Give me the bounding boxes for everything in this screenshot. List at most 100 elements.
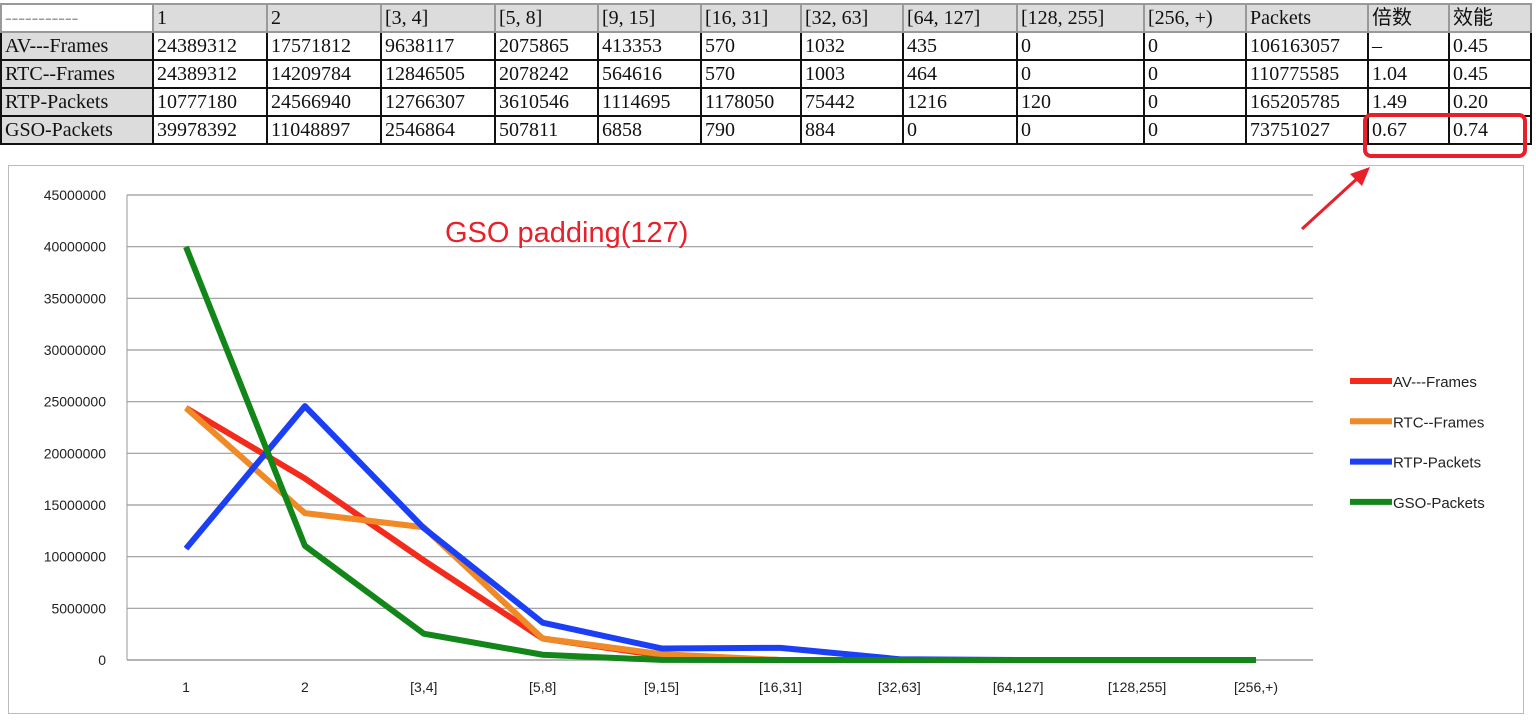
x-tick-label: [9,15] — [644, 679, 679, 695]
table-cell: 0 — [902, 115, 1018, 145]
table-cell: 24566940 — [266, 87, 382, 117]
table-cell: 435 — [902, 31, 1018, 61]
column-header: 2 — [266, 3, 382, 33]
x-tick-label: [3,4] — [410, 679, 437, 695]
highlight-box — [1363, 113, 1527, 158]
annotation-text: GSO padding(127) — [445, 217, 688, 249]
data-point — [185, 246, 187, 248]
table-cell: 1.04 — [1367, 59, 1450, 89]
series-line-rtp-packets — [183, 403, 1257, 663]
data-point — [542, 638, 544, 640]
arrow-icon — [1300, 174, 1362, 231]
table-cell: – — [1367, 31, 1450, 61]
y-tick-label: 15000000 — [44, 497, 107, 513]
table-cell: 17571812 — [266, 31, 382, 61]
table-row: GSO-Packets 39978392 11048897 2546864 507811… — [0, 115, 1532, 145]
table-cell: 73751027 — [1245, 115, 1369, 145]
column-header: [64, 127] — [902, 3, 1018, 33]
table-cell: 0 — [1143, 31, 1247, 61]
table-cell: 0.45 — [1448, 31, 1532, 61]
data-point — [1255, 659, 1257, 661]
table-cell: 1032 — [800, 31, 904, 61]
column-header: 1 — [152, 3, 268, 33]
table-cell: 39978392 — [152, 115, 268, 145]
data-point — [1136, 659, 1138, 661]
table-cell: 790 — [700, 115, 802, 145]
data-point — [423, 633, 425, 635]
column-header: [128, 255] — [1016, 3, 1145, 33]
table-cell: 110775585 — [1245, 59, 1369, 89]
row-label: RTP-Packets — [0, 87, 154, 117]
table-cell: 884 — [800, 115, 904, 145]
table-row: AV---Frames 24389312 17571812 9638117 207586… — [0, 31, 1532, 61]
column-header: Packets — [1245, 3, 1369, 33]
x-tick-label: [128,255] — [1108, 679, 1166, 695]
table-cell: 0 — [1143, 115, 1247, 145]
table-cell: 0 — [1016, 59, 1145, 89]
corner-cell: ----------- — [0, 3, 154, 33]
table-cell: 0.45 — [1448, 59, 1532, 89]
data-point — [661, 659, 663, 661]
column-header: [5, 8] — [494, 3, 599, 33]
table-cell: 0 — [1143, 87, 1247, 117]
table-cell: 0.20 — [1448, 87, 1532, 117]
table-cell: 9638117 — [380, 31, 496, 61]
legend-label: AV---Frames — [1393, 374, 1477, 391]
table-cell: 6858 — [597, 115, 702, 145]
series-line-gso-packets — [183, 245, 1256, 663]
x-tick-label: [256,+) — [1234, 679, 1278, 695]
table-cell: 0 — [1143, 59, 1247, 89]
table-cell: 0 — [1016, 31, 1145, 61]
column-header: [9, 15] — [597, 3, 702, 33]
table-cell: 3610546 — [494, 87, 599, 117]
y-tick-label: 10000000 — [44, 549, 107, 565]
column-header: [16, 31] — [700, 3, 802, 33]
y-tick-label: 40000000 — [44, 239, 107, 255]
row-label: AV---Frames — [0, 31, 154, 61]
data-point — [423, 559, 425, 561]
y-tick-label: 25000000 — [44, 394, 107, 410]
data-point — [779, 647, 781, 649]
table-cell: 11048897 — [266, 115, 382, 145]
y-tick-label: 5000000 — [51, 600, 106, 616]
data-point — [304, 405, 306, 407]
table-cell: 464 — [902, 59, 1018, 89]
table-cell: 165205785 — [1245, 87, 1369, 117]
x-tick-label: 2 — [301, 679, 309, 695]
table-cell: 0 — [1016, 115, 1145, 145]
table-cell: 1178050 — [700, 87, 802, 117]
table-cell: 24389312 — [152, 31, 268, 61]
column-header: 效能 — [1448, 3, 1532, 33]
data-point — [304, 477, 306, 479]
table-cell: 10777180 — [152, 87, 268, 117]
y-tick-label: 20000000 — [44, 445, 107, 461]
row-label: GSO-Packets — [0, 115, 154, 145]
column-header: 倍数 — [1367, 3, 1450, 33]
data-point — [423, 527, 425, 529]
table-cell: 2546864 — [380, 115, 496, 145]
table-cell: 564616 — [597, 59, 702, 89]
x-tick-label: [16,31] — [759, 679, 802, 695]
table-row: RTC--Frames 24389312 14209784 12846505 20782… — [0, 59, 1532, 89]
table-cell: 75442 — [800, 87, 904, 117]
row-label: RTC--Frames — [0, 59, 154, 89]
stats-table: ----------- 1 2 [3, 4] [5, 8] [9, 15] [16, 31]… — [0, 3, 1532, 145]
table-cell: 570 — [700, 59, 802, 89]
x-tick-label: [5,8] — [529, 679, 556, 695]
data-point — [542, 622, 544, 624]
table-cell: 120 — [1016, 87, 1145, 117]
table-cell: 24389312 — [152, 59, 268, 89]
y-tick-label: 35000000 — [44, 290, 107, 306]
chart-frame — [8, 165, 1524, 714]
table-cell: 12846505 — [380, 59, 496, 89]
legend-label: RTP-Packets — [1393, 455, 1481, 472]
table-cell: 1216 — [902, 87, 1018, 117]
x-tick-label: [32,63] — [878, 679, 921, 695]
data-point — [661, 653, 663, 655]
table-cell: 2075865 — [494, 31, 599, 61]
table-cell: 106163057 — [1245, 31, 1369, 61]
legend-label: RTC--Frames — [1393, 414, 1484, 431]
data-point — [304, 545, 306, 547]
table-cell: 413353 — [597, 31, 702, 61]
table-cell: 1114695 — [597, 87, 702, 117]
